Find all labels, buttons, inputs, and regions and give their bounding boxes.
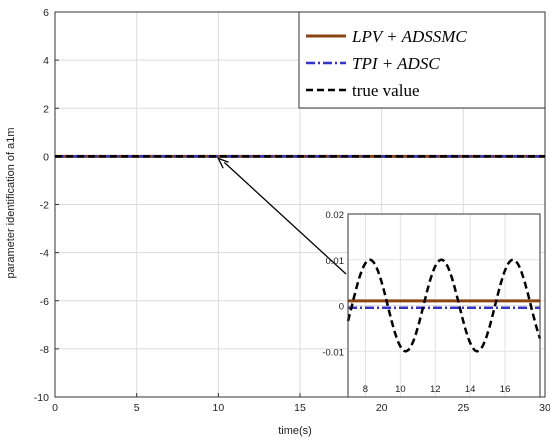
main-axes: 0 5 10 15 20 25 30 -10 -8 -6 -4 -2 0 2 4 6 [34,7,550,414]
x-tick-label: 20 [376,402,388,414]
inset-series-line [346,258,542,353]
inset-y-tick-label: -0.01 [322,347,344,358]
y-tick-label: -4 [40,248,49,260]
inset-y-tick-label: 0 [339,302,344,313]
legend-label: true value [352,81,420,100]
inset-x-tick-label: 12 [430,384,441,395]
y-axis-label: parameter identification of a1m [5,127,17,278]
inset-x-tick-label: 14 [465,384,476,395]
y-tick-label: -8 [40,344,49,356]
inset-chart: 8 10 12 14 16 -0.01 0 0.01 0.02 [322,210,542,398]
inset-frame [347,213,541,398]
x-tick-label: 5 [134,402,140,414]
y-tick-label: -6 [40,296,49,308]
x-tick-label: 0 [52,402,58,414]
inset-y-tick-label: 0.01 [326,256,345,267]
x-tick-label: 30 [539,402,550,414]
legend-label: LPV + ADSSMC [351,27,467,46]
legend: LPV + ADSSMC TPI + ADSC true value [298,11,546,109]
arrow-shaft [223,161,347,275]
y-tick-label: 4 [43,55,49,67]
x-tick-label: 25 [457,402,469,414]
y-tick-label: 6 [43,7,49,19]
arrow-head [217,157,229,169]
x-tick-label: 15 [294,402,306,414]
inset-y-tick-label: 0.02 [326,210,345,221]
legend-box [298,11,546,109]
legend-label: TPI + ADSC [352,54,440,73]
y-tick-label: -2 [40,200,49,212]
y-tick-label: 2 [43,103,49,115]
x-axis-label: time(s) [278,425,312,437]
inset-x-tick-label: 8 [363,384,368,395]
y-tick-label: -10 [34,392,49,404]
inset-x-tick-label: 16 [500,384,511,395]
zoom-arrow [217,157,347,275]
x-tick-label: 10 [212,402,224,414]
inset-x-tick-label: 10 [395,384,406,395]
y-tick-label: 0 [43,151,49,163]
